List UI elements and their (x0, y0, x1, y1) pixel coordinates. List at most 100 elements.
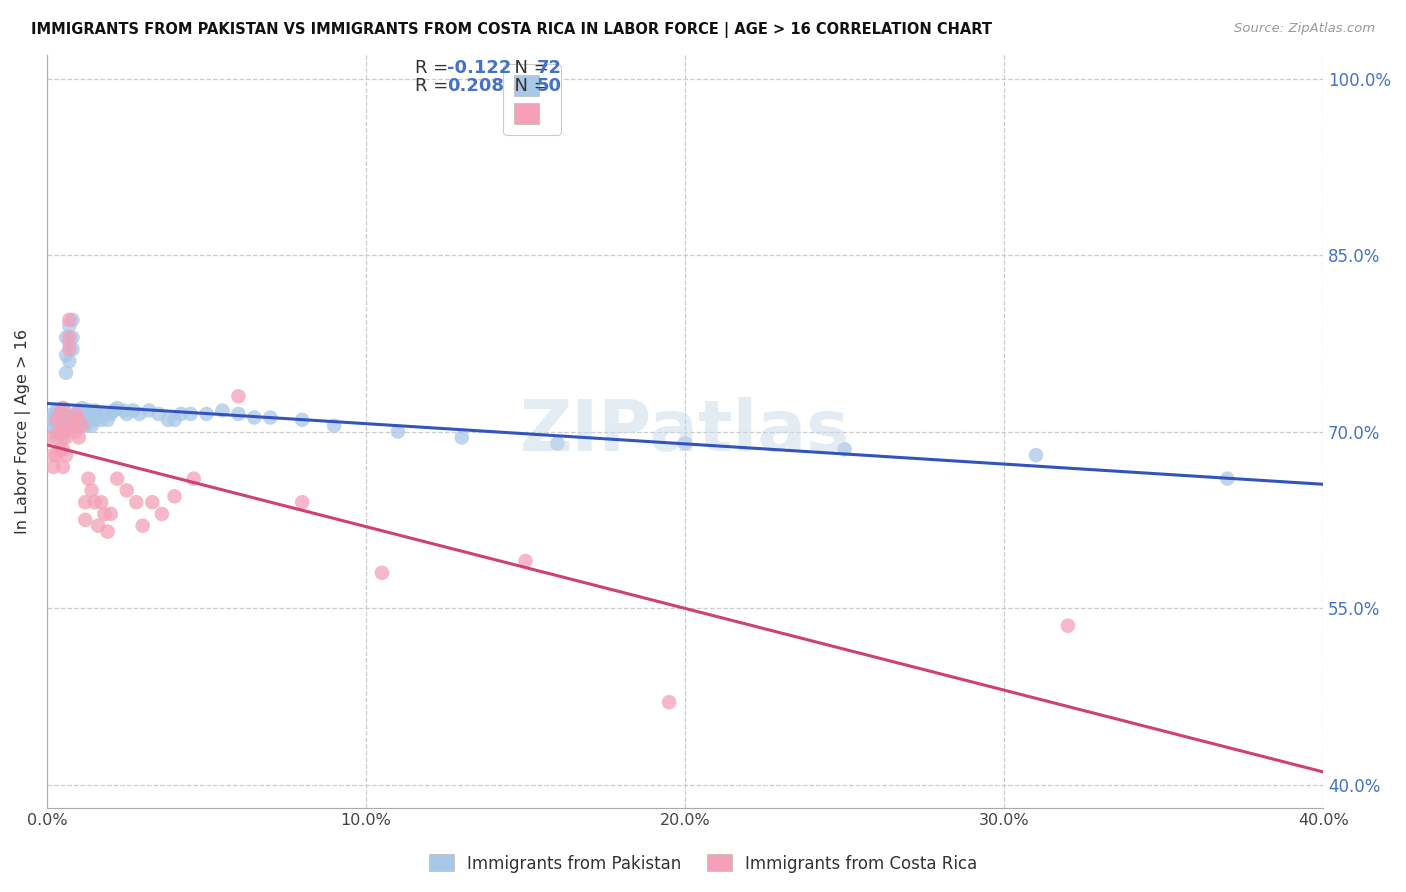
Point (515, 554, 537, 568)
Point (45, 448, 67, 462)
Point (62, 330, 84, 344)
Point (323, 418, 346, 433)
Point (546, 436, 568, 450)
Point (62, 418, 84, 433)
Point (77, 413, 100, 427)
Point (42, 459, 65, 474)
Point (58, 413, 80, 427)
Point (55, 348, 77, 362)
Point (131, 518, 153, 533)
Point (97, 413, 120, 427)
Point (1025, 448, 1047, 462)
Point (100, 407, 122, 421)
Point (45, 430, 67, 444)
Point (55, 366, 77, 380)
Point (55, 448, 77, 462)
Point (62, 413, 84, 427)
Point (39, 413, 62, 427)
Point (125, 495, 148, 509)
Point (70, 401, 93, 415)
Point (48, 418, 70, 433)
Point (90, 495, 112, 509)
Point (55, 413, 77, 427)
Point (45, 425, 67, 439)
Point (228, 389, 250, 403)
Point (42, 418, 65, 433)
Point (67, 430, 90, 444)
Point (62, 313, 84, 327)
Point (97, 524, 120, 539)
Point (75, 513, 97, 527)
Point (67, 413, 90, 427)
Point (65, 418, 87, 433)
Text: 72: 72 (537, 59, 562, 77)
Point (112, 403, 135, 417)
Point (65, 407, 87, 421)
Point (211, 403, 233, 417)
Text: 0.208: 0.208 (447, 77, 505, 95)
Point (658, 695, 681, 709)
Point (80, 418, 103, 433)
Point (80, 483, 103, 498)
Point (48, 425, 70, 439)
Point (52, 442, 75, 457)
Point (87, 407, 110, 421)
Point (150, 507, 173, 521)
Point (58, 336, 80, 351)
Point (55, 330, 77, 344)
Legend: Immigrants from Pakistan, Immigrants from Costa Rica: Immigrants from Pakistan, Immigrants fro… (422, 847, 984, 880)
Point (259, 410, 281, 425)
Point (170, 407, 193, 421)
Point (58, 318, 80, 333)
Point (48, 407, 70, 421)
Point (42, 407, 65, 421)
Point (48, 407, 70, 421)
Point (55, 430, 77, 444)
Point (52, 407, 75, 421)
Point (67, 418, 90, 433)
Point (55, 418, 77, 433)
Legend: , : , (503, 64, 561, 135)
Point (1057, 618, 1080, 632)
Point (163, 413, 186, 427)
Point (67, 413, 90, 427)
Point (48, 442, 70, 457)
Point (195, 407, 218, 421)
Point (100, 507, 122, 521)
Point (673, 436, 696, 450)
Point (45, 413, 67, 427)
Point (67, 403, 90, 417)
Point (75, 418, 97, 433)
Text: 50: 50 (537, 77, 562, 95)
Point (141, 495, 163, 509)
Point (45, 403, 67, 417)
Point (115, 483, 138, 498)
Point (58, 330, 80, 344)
Point (291, 413, 314, 427)
Point (115, 407, 138, 421)
Point (83, 403, 105, 417)
Point (93, 507, 115, 521)
Point (52, 425, 75, 439)
Point (52, 413, 75, 427)
Point (157, 413, 180, 427)
Point (45, 410, 67, 425)
Point (65, 407, 87, 421)
Text: Source: ZipAtlas.com: Source: ZipAtlas.com (1234, 22, 1375, 36)
Point (58, 343, 80, 357)
Point (105, 401, 128, 415)
Point (65, 425, 87, 439)
Text: R =: R = (415, 77, 454, 95)
Point (77, 472, 100, 486)
Point (387, 425, 409, 439)
Point (75, 495, 97, 509)
Point (75, 413, 97, 427)
Point (70, 418, 93, 433)
Point (39, 430, 62, 444)
Point (103, 403, 125, 417)
Point (291, 495, 314, 509)
Point (450, 430, 472, 444)
Point (243, 410, 266, 425)
Point (83, 413, 105, 427)
Point (90, 413, 112, 427)
